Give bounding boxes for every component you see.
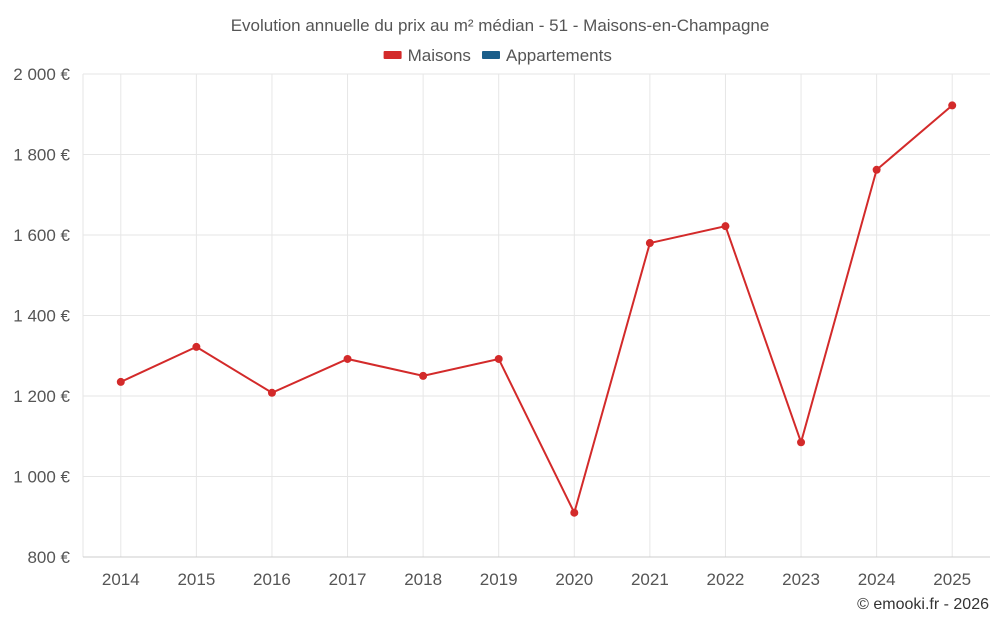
legend-label: Maisons <box>408 46 471 65</box>
legend-label: Appartements <box>506 46 612 65</box>
x-tick-label: 2024 <box>858 570 896 589</box>
x-tick-label: 2014 <box>102 570 140 589</box>
data-point[interactable] <box>872 165 881 174</box>
x-tick-label: 2015 <box>177 570 215 589</box>
y-tick-label: 800 € <box>27 548 70 567</box>
x-tick-label: 2025 <box>933 570 971 589</box>
legend-swatch <box>383 51 402 59</box>
y-tick-label: 1 800 € <box>13 146 70 165</box>
x-tick-label: 2023 <box>782 570 820 589</box>
data-point[interactable] <box>645 239 654 248</box>
data-point[interactable] <box>116 377 125 386</box>
x-tick-label: 2022 <box>707 570 745 589</box>
x-tick-label: 2017 <box>329 570 367 589</box>
data-point[interactable] <box>419 371 428 380</box>
axes: 800 € 1 000 € 1 200 € 1 400 € 1 600 € 1 800 €… <box>13 65 990 589</box>
x-tick-label: 2019 <box>480 570 518 589</box>
x-tick-label: 2018 <box>404 570 442 589</box>
chart-title: Evolution annuelle du prix au m² médian … <box>231 16 770 35</box>
y-tick-label: 1 000 € <box>13 468 70 487</box>
y-tick-label: 1 600 € <box>13 226 70 245</box>
data-point[interactable] <box>721 222 730 231</box>
x-tick-label: 2016 <box>253 570 291 589</box>
y-tick-label: 2 000 € <box>13 65 70 84</box>
data-point[interactable] <box>570 508 579 517</box>
series <box>116 101 957 517</box>
y-tick-label: 1 200 € <box>13 387 70 406</box>
data-point[interactable] <box>343 354 352 363</box>
data-point[interactable] <box>948 101 957 110</box>
data-point[interactable] <box>494 354 503 363</box>
grid <box>83 73 990 557</box>
data-point[interactable] <box>797 438 806 447</box>
series-line-maisons <box>120 104 953 516</box>
y-tick-label: 1 400 € <box>13 307 70 326</box>
legend-item-maisons[interactable]: Maisons <box>383 46 471 65</box>
x-tick-label: 2021 <box>631 570 669 589</box>
legend: Maisons Appartements <box>383 46 612 65</box>
data-point[interactable] <box>267 388 276 397</box>
credit-text: © emooki.fr - 2026 <box>857 596 989 613</box>
legend-item-appartements[interactable]: Appartements <box>482 46 612 65</box>
data-point[interactable] <box>192 342 201 351</box>
x-tick-label: 2020 <box>555 570 593 589</box>
legend-swatch <box>482 51 500 59</box>
